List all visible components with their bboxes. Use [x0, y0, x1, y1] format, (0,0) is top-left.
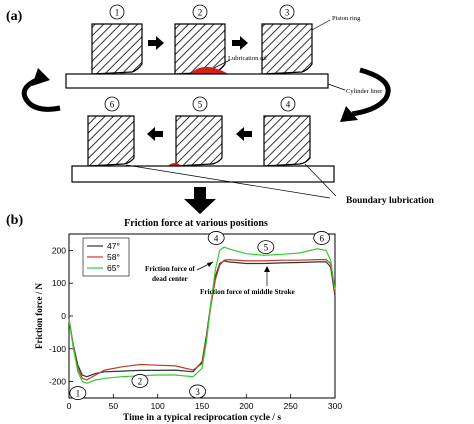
- step-number-5: 5: [198, 100, 203, 110]
- piston-ring-label: Piston ring: [332, 15, 361, 22]
- right-arrow-icon: [232, 36, 248, 50]
- y-tick-label: -100: [49, 344, 66, 354]
- x-tick-label: 0: [67, 401, 72, 411]
- panel-b: (b) Friction force at various positions …: [6, 213, 342, 423]
- step-marker-4: [280, 96, 296, 112]
- series-line-47: [68, 260, 336, 378]
- cylinder-liner-top: [65, 73, 329, 89]
- cylinder-liner-bottom: [71, 165, 335, 183]
- right-arrow-icon: [148, 36, 164, 50]
- piston-ring-shape: [91, 23, 143, 75]
- step-marker-6: [104, 96, 120, 112]
- position-marker-4: [207, 231, 225, 245]
- cylinder-liner-leader: [327, 83, 346, 91]
- step-number-4: 4: [286, 100, 291, 110]
- x-tick-label: 300: [328, 401, 342, 411]
- axis-ticks: 0 50 100 150 200 250 300 -200 -100 0 100 200: [49, 245, 342, 411]
- piston-ring-shape: [261, 23, 313, 75]
- piston-ring-shape: [175, 115, 223, 167]
- cylinder-liner-label: Cylinder liner: [346, 88, 383, 95]
- piston-step-4: 4: [263, 96, 311, 167]
- panel-a-label: (a): [6, 9, 23, 24]
- position-markers: 1 2 3 4 5 6: [69, 231, 331, 400]
- boundary-lubrication-leader: [304, 163, 337, 197]
- step-number-3: 3: [285, 8, 290, 18]
- piston-ring-shape: [263, 115, 311, 167]
- left-rotate-arrow-icon: [21, 68, 61, 112]
- x-tick-label: 250: [284, 401, 298, 411]
- chart-title: Friction force at various positions: [124, 218, 268, 229]
- position-marker-label-6: 6: [319, 233, 324, 243]
- legend-label-65: 65°: [107, 263, 120, 273]
- lubrication-oil-label: Lubrication oil: [228, 55, 267, 62]
- right-rotate-arrow-icon: [340, 67, 391, 122]
- annotation-dead-center-line1: Friction force of: [145, 265, 195, 273]
- y-tick-label: 100: [52, 278, 66, 288]
- x-tick-label: 200: [239, 401, 253, 411]
- step-marker-1: [109, 4, 125, 20]
- panel-a: (a) 1 2 3 Piston ring Lubrication oil: [6, 4, 435, 214]
- step-marker-3: [279, 4, 295, 20]
- panel-b-label: (b): [6, 213, 23, 228]
- piston-step-5: 5: [175, 96, 223, 167]
- piston-step-1: 1: [91, 4, 143, 75]
- y-tick-label: -200: [49, 377, 66, 387]
- boundary-lubrication-label: Boundary lubrication: [346, 196, 435, 206]
- annotation-dead-center-line2: dead center: [152, 275, 189, 283]
- piston-step-2: 2: [174, 4, 226, 75]
- boundary-lubrication-leader: [125, 164, 331, 199]
- x-tick-label: 50: [109, 401, 119, 411]
- piston-ring-shape: [87, 115, 135, 167]
- position-marker-6: [313, 231, 331, 245]
- position-marker-label-2: 2: [138, 376, 143, 386]
- position-marker-5: [257, 240, 275, 255]
- position-marker-label-4: 4: [214, 233, 219, 243]
- annotation-middle-stroke: Friction force of middle Stroke: [200, 288, 295, 296]
- y-axis-label: Friction force / N: [34, 282, 44, 349]
- piston-step-3: 3: [261, 4, 313, 75]
- legend-label-58: 58°: [107, 252, 120, 262]
- step-number-1: 1: [115, 8, 120, 18]
- oil-film-shape: [168, 163, 182, 166]
- step-marker-2: [192, 4, 208, 20]
- lubrication-oil-shape: [190, 66, 228, 74]
- series-line-65: [68, 246, 336, 384]
- piston-step-6: 6: [87, 96, 135, 167]
- step-number-6: 6: [110, 100, 115, 110]
- x-tick-label: 150: [195, 401, 209, 411]
- down-arrow-icon: [184, 187, 216, 214]
- arrowhead-icon: [264, 266, 270, 272]
- position-marker-label-1: 1: [76, 389, 81, 399]
- lubrication-oil-leader: [213, 59, 231, 69]
- left-arrow-icon: [147, 127, 163, 141]
- position-marker-label-3: 3: [195, 387, 200, 397]
- x-axis-label: Time in a typical reciprocation cycle / …: [123, 413, 281, 423]
- chart-legend: 47° 58° 65°: [82, 237, 130, 277]
- legend-label-47: 47°: [107, 241, 120, 251]
- y-tick-label: 0: [61, 311, 66, 321]
- position-marker-label-5: 5: [264, 243, 269, 253]
- step-marker-5: [192, 96, 208, 112]
- x-tick-label: 100: [151, 401, 165, 411]
- step-number-2: 2: [198, 8, 203, 18]
- piston-ring-leader: [311, 19, 331, 31]
- left-arrow-icon: [236, 127, 252, 141]
- series-layer: [68, 246, 336, 384]
- position-marker-1: [69, 386, 87, 400]
- series-line-58: [68, 258, 336, 381]
- arrowhead-icon: [207, 262, 213, 267]
- y-tick-label: 200: [52, 245, 66, 255]
- position-marker-3: [189, 384, 206, 399]
- position-marker-2: [131, 374, 149, 388]
